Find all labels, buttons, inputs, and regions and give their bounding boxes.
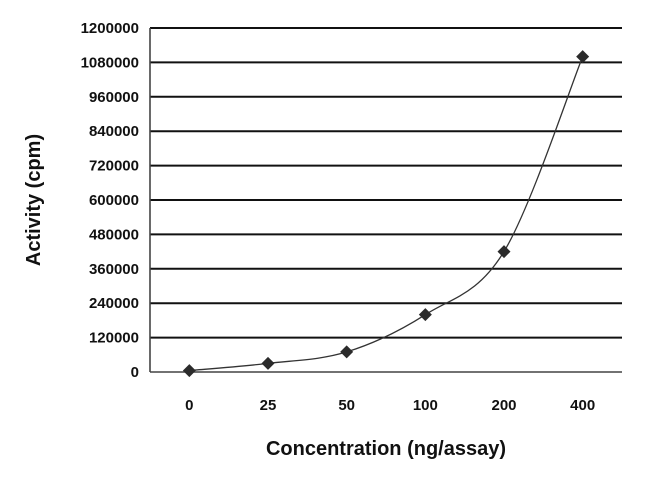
data-point-marker — [340, 345, 354, 359]
y-tick-label: 0 — [131, 364, 139, 381]
y-tick-label: 600000 — [89, 192, 139, 209]
data-point-marker — [497, 245, 511, 259]
data-point-marker — [182, 364, 196, 378]
y-tick-label: 120000 — [89, 330, 139, 347]
x-tick-label: 50 — [338, 397, 355, 414]
data-point-marker — [418, 308, 432, 322]
gridlines — [150, 27, 622, 339]
x-tick-label: 25 — [260, 397, 277, 414]
y-tick-label: 240000 — [89, 295, 139, 312]
y-tick-label: 960000 — [89, 89, 139, 106]
y-axis-label: Activity (cpm) — [23, 134, 45, 266]
y-tick-label: 480000 — [89, 226, 139, 243]
x-axis-label: Concentration (ng/assay) — [266, 438, 506, 460]
y-tick-label: 1200000 — [81, 20, 139, 37]
y-tick-label: 1080000 — [81, 54, 139, 71]
data-point-marker — [576, 50, 590, 64]
axes — [149, 28, 622, 373]
y-tick-label: 360000 — [89, 261, 139, 278]
x-tick-label: 0 — [185, 397, 193, 414]
x-tick-label: 100 — [413, 397, 438, 414]
y-tick-label: 840000 — [89, 123, 139, 140]
y-tick-label: 720000 — [89, 158, 139, 175]
data-point-marker — [261, 356, 275, 370]
series-activity — [182, 50, 590, 378]
x-tick-label: 200 — [491, 397, 516, 414]
y-tick-labels: 0 120000 240000 360000 480000 600000 720000 840… — [81, 20, 139, 381]
series-line — [189, 56, 584, 372]
x-tick-labels: 0 25 50 100 200 400 — [185, 397, 595, 414]
x-tick-label: 400 — [570, 397, 595, 414]
